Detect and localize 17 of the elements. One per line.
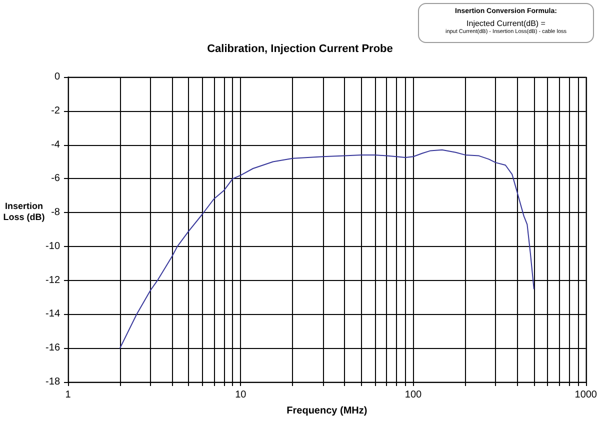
y-tick-label: -8 — [51, 207, 60, 218]
y-tick-label: -14 — [46, 308, 60, 320]
y-tick-label: -2 — [51, 105, 60, 116]
x-tick-label: 10 — [235, 390, 247, 400]
y-tick-label: -6 — [51, 173, 60, 184]
y-tick-label: -18 — [46, 376, 60, 388]
x-tick-label: 1 — [65, 390, 72, 400]
y-tick-label: -16 — [46, 342, 60, 354]
y-tick-label: -12 — [46, 274, 60, 286]
x-tick-label: 1000 — [574, 390, 598, 400]
y-tick-label: 0 — [54, 72, 60, 82]
y-tick-label: -4 — [51, 139, 60, 150]
y-tick-label: -10 — [46, 240, 60, 252]
x-tick-label: 100 — [404, 390, 422, 400]
chart-title: Calibration, Injection Current Probe — [206, 43, 394, 55]
y-axis-title: Insertion Loss (dB) — [2, 201, 46, 223]
x-axis-title: Frequency (MHz) — [286, 406, 368, 416]
